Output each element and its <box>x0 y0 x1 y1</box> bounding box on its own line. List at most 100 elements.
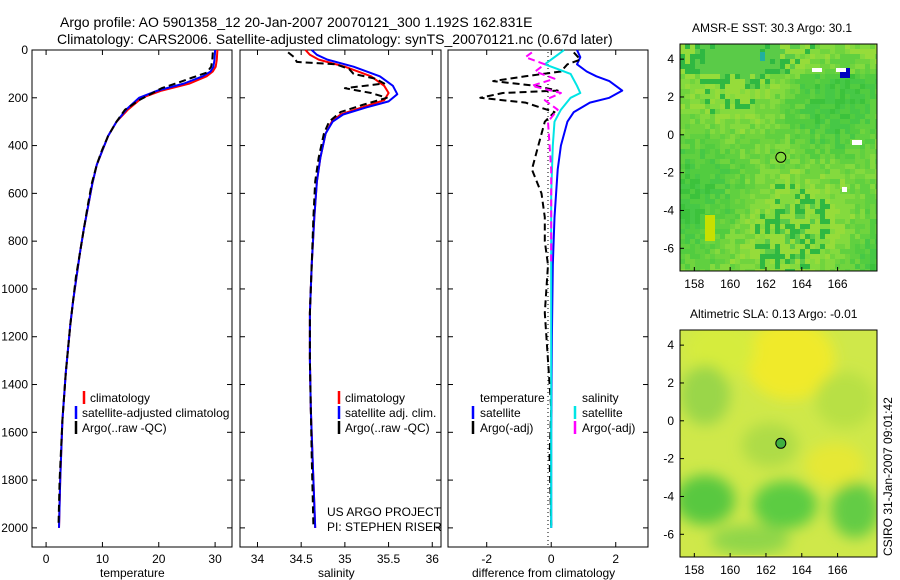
sst-cell <box>800 259 805 264</box>
sst-cell <box>765 209 770 214</box>
sst-cell <box>860 259 865 264</box>
sst-cell <box>815 134 820 139</box>
sst-cell <box>750 204 755 209</box>
sst-cell <box>730 189 735 194</box>
sst-cell <box>780 99 785 104</box>
sst-cell <box>805 129 810 134</box>
sst-cell <box>680 124 685 129</box>
sst-cell <box>815 104 820 109</box>
sst-cell <box>730 129 735 134</box>
sst-cell <box>740 234 745 239</box>
sst-cell <box>685 104 690 109</box>
sst-cell <box>685 119 690 124</box>
sst-cell <box>845 239 850 244</box>
sst-cell <box>685 219 690 224</box>
sst-cell <box>755 74 760 79</box>
sst-cell <box>825 99 830 104</box>
sst-cell <box>725 144 730 149</box>
sst-cell <box>860 109 865 114</box>
sst-cell <box>725 184 730 189</box>
sst-cell <box>730 159 735 164</box>
sst-cell <box>845 169 850 174</box>
sst-cell <box>860 209 865 214</box>
sst-cell <box>755 239 760 244</box>
sst-cell <box>705 259 710 264</box>
sst-cell <box>795 59 800 64</box>
sst-cell <box>825 129 830 134</box>
sst-cell <box>790 269 795 271</box>
sst-cell <box>810 129 815 134</box>
sst-cell <box>760 134 765 139</box>
salinity-plot-frame <box>239 49 442 548</box>
sst-cell <box>780 74 785 79</box>
sst-cell <box>775 269 780 271</box>
sst-cell <box>725 99 730 104</box>
sst-cell <box>845 94 850 99</box>
sst-cell <box>750 134 755 139</box>
sst-cell <box>775 129 780 134</box>
sst-cell <box>790 49 795 54</box>
sst-cell <box>785 159 790 164</box>
sst-cell <box>790 194 795 199</box>
sst-cell <box>845 64 850 69</box>
sst-cell <box>700 139 705 144</box>
sst-cell <box>730 54 735 59</box>
sst-cell <box>760 199 765 204</box>
sst-cell <box>830 54 835 59</box>
sst-cell <box>775 109 780 114</box>
sst-cell <box>725 269 730 271</box>
sst-cell <box>790 174 795 179</box>
sst-cell <box>690 104 695 109</box>
sst-cell <box>775 59 780 64</box>
sst-cell <box>700 44 705 49</box>
sst-cell <box>855 184 860 189</box>
sst-cell <box>720 204 725 209</box>
sst-cell <box>795 134 800 139</box>
sst-cell <box>825 109 830 114</box>
sst-cell <box>765 119 770 124</box>
sst-cell <box>800 254 805 259</box>
sst-cell <box>790 239 795 244</box>
map-y-tick-label: -6 <box>663 527 674 541</box>
sst-cell <box>800 44 805 49</box>
sst-cell <box>830 49 835 54</box>
sst-cell <box>785 224 790 229</box>
sst-cell <box>705 99 710 104</box>
sst-cell <box>875 59 877 64</box>
sst-cell <box>830 94 835 99</box>
sst-cell <box>805 259 810 264</box>
sst-cell <box>745 209 750 214</box>
sst-cell <box>775 154 780 159</box>
sst-cell <box>860 229 865 234</box>
sst-cell <box>770 154 775 159</box>
sst-cell <box>805 114 810 119</box>
sst-cell <box>775 224 780 229</box>
sst-cell <box>840 49 845 54</box>
legend-label-temp-argo: Argo(-adj) <box>480 421 533 435</box>
sst-cell <box>855 204 860 209</box>
sst-cell <box>800 189 805 194</box>
sst-cell <box>845 49 850 54</box>
sst-cell <box>800 194 805 199</box>
x-tick-label: 20 <box>152 552 166 566</box>
sst-cell <box>835 264 840 269</box>
sst-cell <box>835 144 840 149</box>
sst-cell <box>715 74 720 79</box>
sst-cell <box>770 209 775 214</box>
sst-cell <box>840 144 845 149</box>
sst-cell <box>875 194 877 199</box>
sst-cell <box>680 89 685 94</box>
sst-cell <box>685 199 690 204</box>
sst-cell <box>840 109 845 114</box>
sst-cell <box>795 234 800 239</box>
sst-cell <box>725 254 730 259</box>
sst-cell <box>735 184 740 189</box>
y-tick-label: 200 <box>8 91 28 105</box>
sst-cell <box>830 59 835 64</box>
sst-cell <box>745 149 750 154</box>
sst-cell <box>830 219 835 224</box>
sst-cell <box>770 119 775 124</box>
sst-cell <box>735 169 740 174</box>
sst-cell <box>765 99 770 104</box>
sst-cell <box>680 49 685 54</box>
